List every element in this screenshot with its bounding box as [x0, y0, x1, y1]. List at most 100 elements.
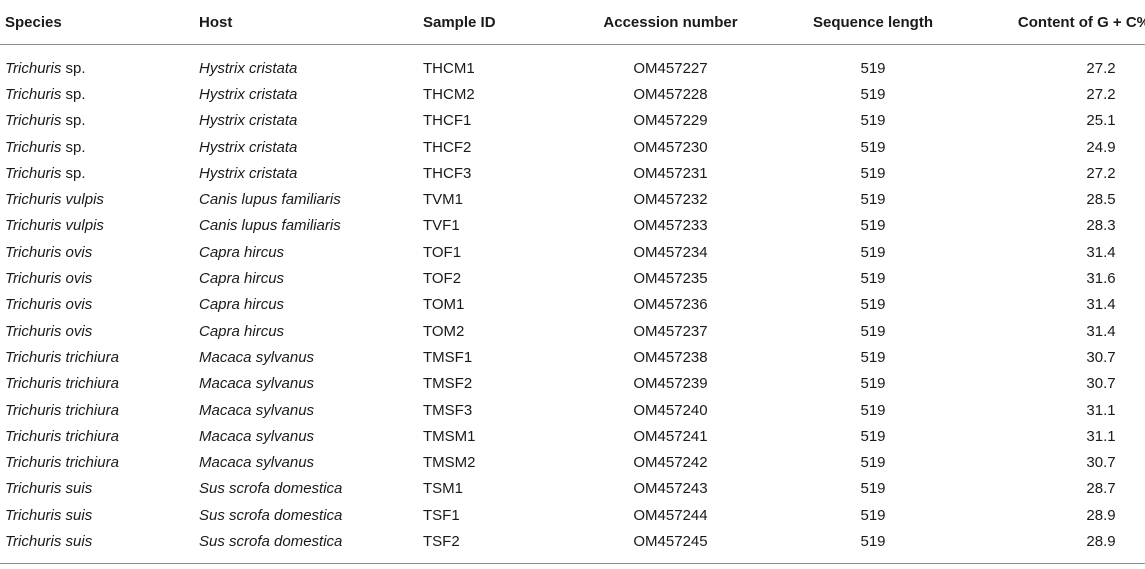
- table-row: Trichuris vulpis Canis lupus familiaris TV…: [0, 213, 1145, 239]
- cell-sample-id: TMSM2: [423, 454, 476, 472]
- cell-accession-number: OM457235: [633, 270, 708, 288]
- table-row: Trichuris trichiura Macaca sylvanus TMSM2 O…: [0, 449, 1145, 475]
- cell-sequence-length: 519: [860, 59, 886, 77]
- cell-species: Trichuris suis: [0, 476, 199, 502]
- cell-host: Capra hircus: [199, 322, 285, 340]
- species-epithet: sp.: [61, 164, 86, 182]
- species-genus: Trichuris: [5, 270, 62, 288]
- cell-gc-content: 30.7: [1086, 348, 1116, 366]
- cell-sequence-length: 519: [860, 454, 886, 472]
- species-genus: Trichuris: [5, 164, 62, 182]
- cell-sequence-length: 519: [860, 85, 886, 103]
- cell-species: Trichuris vulpis: [0, 213, 199, 239]
- header-host: Host: [199, 0, 423, 45]
- cell-host: Hystrix cristata: [199, 112, 298, 130]
- cell-sample-id: TMSF3: [423, 401, 473, 419]
- cell-accession-number: OM457231: [633, 164, 708, 182]
- cell-host: Macaca sylvanus: [199, 454, 315, 472]
- cell-gc-content: 28.3: [1086, 217, 1116, 235]
- cell-gc-content: 28.9: [978, 528, 1145, 564]
- cell-gc-content: 30.7: [1086, 454, 1116, 472]
- table-row: Trichuris suis Sus scrofa domestica TSM1 OM…: [0, 476, 1145, 502]
- cell-accession-number: OM457244: [633, 506, 708, 524]
- species-epithet: vulpis: [61, 191, 104, 209]
- cell-gc-content: 27.2: [1086, 59, 1116, 77]
- cell-sequence-length: 519: [860, 243, 886, 261]
- cell-sequence-length: 519: [860, 401, 886, 419]
- species-genus: Trichuris: [5, 322, 62, 340]
- cell-host: Capra hircus: [199, 296, 285, 314]
- cell-host: Capra hircus: [199, 270, 285, 288]
- table-row: Trichuris trichiura Macaca sylvanus TMSF1 O…: [0, 344, 1145, 370]
- species-epithet: sp.: [61, 59, 86, 77]
- table-row: Trichuris sp. Hystrix cristata THCF3 OM4572…: [0, 160, 1145, 186]
- species-epithet: ovis: [61, 296, 93, 314]
- species-genus: Trichuris: [5, 112, 62, 130]
- cell-sequence-length: 519: [860, 480, 886, 498]
- cell-species: Trichuris trichiura: [0, 397, 199, 423]
- cell-species: Trichuris ovis: [0, 318, 199, 344]
- species-genus: Trichuris: [5, 85, 62, 103]
- cell-sequence-length: 519: [860, 112, 886, 130]
- cell-gc-content: 31.6: [1086, 270, 1116, 288]
- cell-gc-content: 27.2: [1086, 85, 1116, 103]
- table-row: Trichuris sp. Hystrix cristata THCF1 OM4572…: [0, 108, 1145, 134]
- cell-host: Macaca sylvanus: [199, 401, 315, 419]
- cell-accession-number: OM457230: [633, 138, 708, 156]
- cell-gc-content: 28.9: [1086, 506, 1116, 524]
- species-epithet: trichiura: [61, 401, 119, 419]
- cell-sequence-length: 519: [860, 296, 886, 314]
- species-genus: Trichuris: [5, 59, 62, 77]
- cell-sequence-length: 519: [860, 138, 886, 156]
- cell-species: Trichuris sp.: [0, 108, 199, 134]
- table-row: Trichuris ovis Capra hircus TOF1 OM457234 51…: [0, 239, 1145, 265]
- table-header: Species Host Sample ID Accession number …: [0, 0, 1145, 45]
- species-genus: Trichuris: [5, 217, 62, 235]
- cell-host: Macaca sylvanus: [199, 375, 315, 393]
- cell-species: Trichuris ovis: [0, 239, 199, 265]
- cell-sequence-length: 519: [860, 191, 886, 209]
- cell-host: Hystrix cristata: [199, 59, 298, 77]
- cell-sample-id: TSF1: [423, 506, 460, 524]
- species-genus: Trichuris: [5, 375, 62, 393]
- cell-host: Macaca sylvanus: [199, 348, 315, 366]
- cell-accession-number: OM457242: [633, 454, 708, 472]
- table-row: Trichuris ovis Capra hircus TOF2 OM457235 51…: [0, 265, 1145, 291]
- table-row: Trichuris vulpis Canis lupus familiaris TV…: [0, 186, 1145, 212]
- cell-host: Canis lupus familiaris: [199, 191, 341, 209]
- cell-sample-id: TVF1: [423, 217, 460, 235]
- cell-host: Canis lupus familiaris: [199, 217, 341, 235]
- cell-sequence-length: 519: [860, 322, 886, 340]
- species-epithet: trichiura: [61, 348, 119, 366]
- species-epithet: ovis: [61, 270, 93, 288]
- cell-accession-number: OM457227: [633, 59, 708, 77]
- cell-sample-id: TMSF2: [423, 375, 473, 393]
- cell-accession-number: OM457229: [633, 112, 708, 130]
- species-epithet: trichiura: [61, 427, 119, 445]
- header-accession-number: Accession number: [573, 0, 768, 45]
- header-species: Species: [0, 0, 199, 45]
- species-genus: Trichuris: [5, 427, 62, 445]
- cell-accession-number: OM457233: [633, 217, 708, 235]
- cell-accession-number: OM457243: [633, 480, 708, 498]
- species-genus: Trichuris: [5, 506, 62, 524]
- cell-species: Trichuris trichiura: [0, 423, 199, 449]
- cell-gc-content: 25.1: [1086, 112, 1116, 130]
- cell-gc-content: 27.2: [1086, 164, 1116, 182]
- cell-sample-id: THCM2: [423, 85, 475, 103]
- species-genus: Trichuris: [5, 454, 62, 472]
- cell-accession-number: OM457245: [573, 528, 768, 564]
- table-row: Trichuris ovis Capra hircus TOM1 OM457236 51…: [0, 292, 1145, 318]
- cell-sample-id: THCF2: [423, 138, 472, 156]
- cell-accession-number: OM457238: [633, 348, 708, 366]
- cell-sequence-length: 519: [860, 348, 886, 366]
- species-genus: Trichuris: [5, 191, 62, 209]
- cell-sample-id: THCF1: [423, 112, 472, 130]
- species-epithet: ovis: [61, 322, 93, 340]
- cell-species: Trichuris sp.: [0, 160, 199, 186]
- cell-gc-content: 28.7: [1086, 480, 1116, 498]
- species-genus: Trichuris: [5, 296, 62, 314]
- cell-sample-id: TMSM1: [423, 427, 476, 445]
